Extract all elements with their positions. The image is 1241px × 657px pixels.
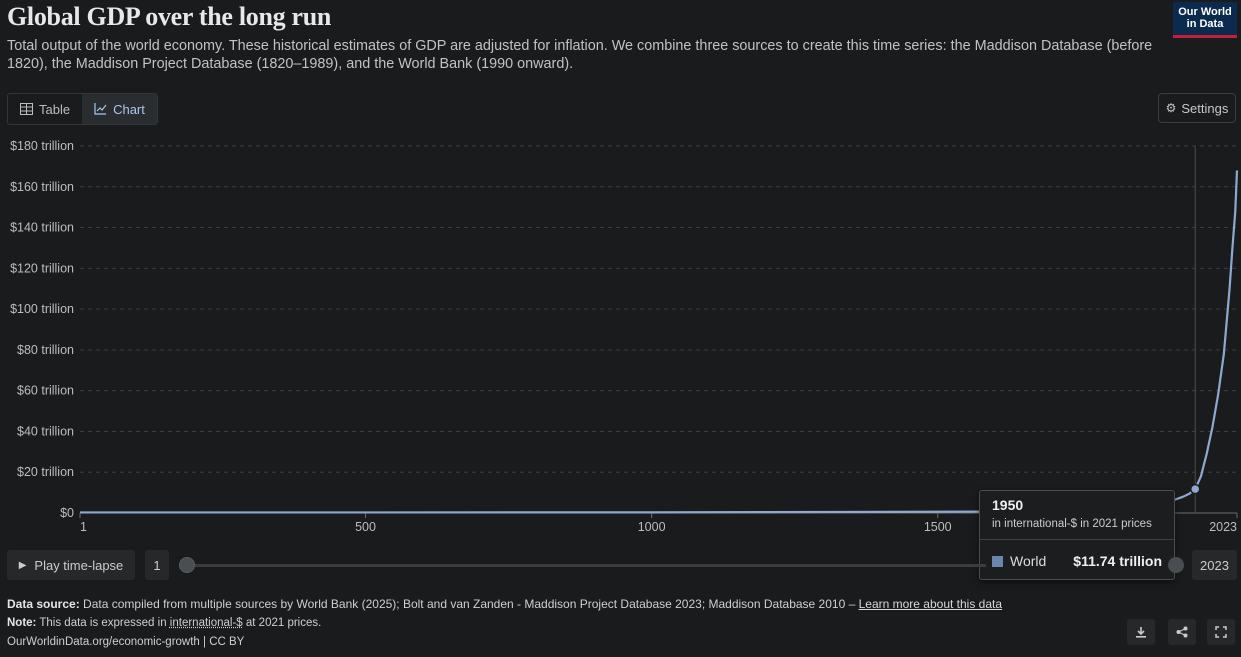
tab-chart-label: Chart (113, 101, 145, 117)
note-text-2: at 2021 prices. (245, 617, 322, 629)
line-chart-icon (94, 103, 107, 115)
timeline-start-handle[interactable] (179, 557, 195, 573)
timeline-start-label: 1 (145, 550, 169, 580)
x-tick-label: 2023 (1209, 520, 1237, 534)
x-tick-label: 500 (355, 520, 376, 534)
series-line-world (79, 170, 1239, 514)
hover-point (1189, 483, 1201, 495)
y-tick-label: $40 trillion (17, 424, 74, 438)
x-tick-label: 1000 (638, 520, 666, 534)
download-button[interactable] (1127, 619, 1155, 645)
learn-more-link[interactable]: Learn more about this data (858, 597, 1003, 611)
timeline-end-handle[interactable] (1168, 557, 1184, 573)
timeline-track[interactable] (186, 564, 986, 567)
note-text-1: This data is expressed in (39, 617, 167, 629)
settings-button[interactable]: ⚙ Settings (1158, 93, 1236, 123)
tooltip-row: World $11.74 trillion (992, 553, 1162, 569)
gdp-line-chart[interactable]: $0 $20 trillion $40 trillion $60 trillion $8… (0, 135, 1241, 535)
tab-chart[interactable]: Chart (82, 94, 157, 124)
tooltip-series-name: World (1010, 553, 1047, 569)
play-icon: ▶ (18, 559, 27, 571)
y-tick-label: $140 trillion (10, 221, 74, 235)
y-tick-label: $0 (60, 506, 74, 520)
fullscreen-icon (1215, 626, 1227, 638)
note-line: Note: This data is expressed in internat… (7, 617, 321, 629)
play-timelapse-button[interactable]: ▶ Play time-lapse (7, 550, 135, 580)
share-button[interactable] (1168, 619, 1196, 645)
settings-label: Settings (1181, 100, 1229, 116)
tab-table[interactable]: Table (8, 94, 82, 124)
chart-title: Global GDP over the long run (7, 2, 332, 31)
tooltip-unit: in international-$ in 2021 prices (992, 518, 1152, 530)
source-text: Data compiled from multiple sources by W… (83, 597, 856, 611)
international-dollar-link[interactable]: international-$ (169, 617, 243, 629)
x-tick-label: 1 (80, 520, 87, 534)
share-icon (1176, 626, 1188, 638)
tab-table-label: Table (39, 101, 71, 117)
note-label: Note: (7, 617, 37, 629)
hover-tooltip: 1950 in international-$ in 2021 prices W… (979, 490, 1175, 580)
y-tick-label: $60 trillion (17, 384, 74, 398)
table-icon (20, 103, 33, 115)
y-tick-label: $120 trillion (10, 261, 74, 275)
chart-subtitle: Total output of the world economy. These… (7, 38, 1153, 72)
x-tick-label: 1500 (924, 520, 952, 534)
url-line[interactable]: OurWorldinData.org/economic-growth | CC … (7, 636, 245, 648)
y-tick-label: $180 trillion (10, 139, 74, 153)
tooltip-divider (980, 539, 1174, 540)
y-tick-label: $100 trillion (10, 302, 74, 316)
fullscreen-button[interactable] (1207, 619, 1235, 645)
owid-logo[interactable]: Our World in Data (1173, 2, 1237, 38)
y-tick-label: $20 trillion (17, 465, 74, 479)
tooltip-year: 1950 (992, 497, 1024, 513)
play-label: Play time-lapse (34, 557, 124, 573)
logo-line-1: Our World (1178, 6, 1232, 18)
logo-line-2: in Data (1186, 17, 1224, 30)
tooltip-swatch (992, 555, 1003, 567)
timeline-end-label: 2023 (1192, 550, 1237, 580)
y-tick-label: $160 trillion (10, 180, 74, 194)
y-tick-label: $80 trillion (17, 343, 74, 357)
source-label: Data source: (7, 597, 80, 611)
view-tabs: Table Chart (7, 93, 158, 125)
data-source-line: Data source: Data compiled from multiple… (7, 597, 1002, 611)
tooltip-value: $11.74 trillion (1073, 553, 1162, 569)
download-icon (1136, 627, 1146, 638)
gear-icon: ⚙ (1165, 101, 1177, 115)
